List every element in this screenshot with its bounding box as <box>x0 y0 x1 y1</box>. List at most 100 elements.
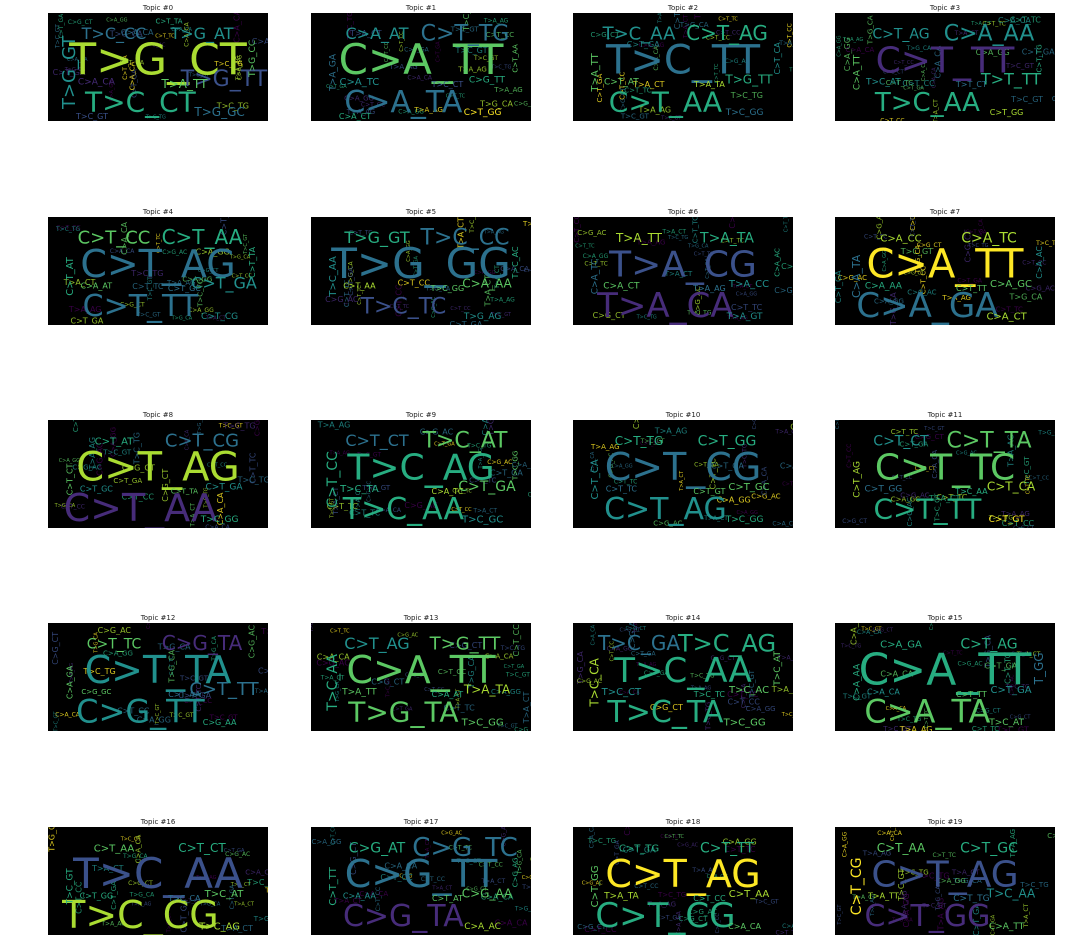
filler-word: C>G_CT <box>915 433 945 441</box>
filler-word: C>G_AC <box>367 481 373 502</box>
filler-word: T>G_CA <box>979 219 985 241</box>
filler-word: C>A_GG <box>882 250 888 271</box>
filler-word: C>A_GG <box>902 893 911 927</box>
filler-word: C>T_CC <box>424 687 445 693</box>
cloud-word: T>C_CT <box>601 687 642 698</box>
filler-word: T>C_GT <box>455 46 488 55</box>
filler-word: T>A_AG <box>130 902 151 908</box>
word-cloud-svg: T>C_TGT>G_CAC>T_GAC>T_CCT>A_AGC>T_TCT>C_… <box>325 217 531 325</box>
filler-word: C>T_CC <box>1002 519 1035 528</box>
word-cloud-svg: C>A_GGT>C_GTT>C_TGC>T_GAT>C_TGT>A_AGT>C_… <box>326 13 531 121</box>
cloud-word: C>T_CG <box>201 312 238 322</box>
filler-word: T>G_CA <box>891 918 913 924</box>
filler-word: C>T_CC <box>398 279 431 288</box>
filler-word: T>C_TG <box>522 220 531 228</box>
filler-word: C>A_GG <box>312 838 342 846</box>
filler-word: T>C_GT <box>490 312 512 318</box>
filler-word: T>C_TG <box>686 310 712 317</box>
cloud-word: T>C_TC <box>693 690 726 699</box>
filler-word: T>G_CA <box>867 15 875 45</box>
filler-word: C>A_CA <box>129 61 137 90</box>
filler-word: T>G_CA <box>467 655 476 689</box>
filler-word: T>C_GT <box>496 724 518 730</box>
filler-word: C>A_CA <box>921 60 927 81</box>
filler-word: C>T_CC <box>394 284 403 317</box>
filler-word: T>A_CT <box>774 428 793 435</box>
filler-word: C>G_AC <box>582 881 603 887</box>
word-cloud: C>A_GG T>A_CT C>A_CA C>T_TC C>T_CC C>T_GA C>T_… <box>835 13 1055 121</box>
filler-word: T>A_AG <box>1009 829 1017 859</box>
filler-word: C>A_GG <box>728 217 737 229</box>
cloud-word: C>A_AC <box>1035 246 1044 279</box>
filler-word: C>G_CT <box>128 880 153 887</box>
filler-word: C>G_AC <box>628 623 637 649</box>
filler-word: C>A_CA <box>359 890 388 898</box>
filler-word: T>C_TG <box>1005 684 1031 691</box>
cloud-word: T>G_TT <box>180 67 268 92</box>
filler-word: T>A_CT <box>664 270 693 278</box>
cloud-word: T>C_AA <box>613 651 751 691</box>
filler-word: T>G_CA <box>687 244 709 250</box>
filler-word: C>T_TC <box>327 502 359 511</box>
cloud-word: C>T_AA <box>609 86 722 119</box>
filler-word: C>A_GG <box>474 270 495 276</box>
filler-word: C>T_GA <box>71 317 104 325</box>
filler-word: C>T_CC <box>486 31 514 39</box>
filler-word: C>T_TC <box>891 428 918 436</box>
cloud-word: C>T_AG <box>871 855 1018 896</box>
cloud-word: C>G_TC <box>412 833 518 863</box>
filler-word: C>G_AC <box>577 678 602 685</box>
filler-word: T>G_CA <box>517 849 524 876</box>
cloud-word: C>T_TT <box>189 679 259 700</box>
filler-word: C>T_GA <box>1011 652 1032 658</box>
filler-word: C>T_GA <box>113 477 142 485</box>
word-cloud-svg: T>A_CTT>A_CTC>G_ACC>T_GAC>T_TCC>A_GGT>A_… <box>590 420 793 528</box>
filler-word: C>G_AC <box>487 459 512 466</box>
filler-word: T>A_CT <box>1016 651 1041 658</box>
filler-word: C>T_CC <box>1029 476 1050 482</box>
filler-word: T>C_TG <box>916 872 949 881</box>
filler-word: C>G_CT <box>835 420 841 429</box>
cloud-word: T>C_CT <box>84 86 197 119</box>
cloud-word: C>T_AT <box>604 78 639 88</box>
filler-word: C>G_CT <box>711 655 736 662</box>
filler-word: C>A_GG <box>607 645 633 652</box>
cloud-word: T>C_CG <box>61 893 219 935</box>
cloud-word: T>G_GT <box>59 35 80 110</box>
filler-word: C>G_AC <box>688 908 717 916</box>
filler-word: C>T_GA <box>903 86 924 92</box>
filler-word: T>C_TG <box>730 91 763 100</box>
filler-word: T>A_CT <box>456 688 462 710</box>
filler-word: T>C_TG <box>657 891 686 899</box>
filler-word: C>A_CA <box>931 67 937 88</box>
filler-word: T>C_GT <box>897 869 906 902</box>
filler-word: C>G_AC <box>404 501 438 510</box>
cloud-word: T>A_TT <box>341 688 377 698</box>
cloud-word: C>T_TT <box>956 690 987 699</box>
filler-word: T>C_GT <box>54 711 60 731</box>
filler-word: C>T_GA <box>984 662 1017 671</box>
cloud-word: T>A_TT <box>867 892 899 901</box>
filler-word: C>G_AC <box>96 442 105 476</box>
filler-word: C>G_AC <box>98 626 132 635</box>
filler-word: C>G_AC <box>653 520 682 528</box>
filler-word: C>T_TC <box>936 493 968 502</box>
filler-word: C>A_CA <box>877 830 903 837</box>
filler-word: T>C_GT <box>842 693 872 701</box>
filler-word: T>C_GT <box>243 233 249 255</box>
cloud-word: T>T_TT <box>980 70 1041 90</box>
filler-word: T>A_AG <box>638 105 672 114</box>
cloud-word: T>A_TT <box>615 231 663 245</box>
filler-word: C>A_CA <box>782 923 793 930</box>
filler-word: T>C_GT <box>169 712 194 719</box>
filler-word: T>A_AG <box>590 443 620 451</box>
filler-word: T>A_AG <box>937 898 946 932</box>
filler-word: C>T_TC <box>709 458 718 490</box>
cloud-word: T>C_GT <box>66 868 76 905</box>
cloud-word: C>A_AT <box>346 24 409 44</box>
filler-word: T>G_CA <box>348 260 355 287</box>
cloud-word: T>A_CC <box>728 279 769 290</box>
cloud-word: C>T_CA <box>773 42 782 75</box>
filler-word: T>A_CT <box>481 878 506 885</box>
topic-title: Topic #1 <box>405 4 437 12</box>
